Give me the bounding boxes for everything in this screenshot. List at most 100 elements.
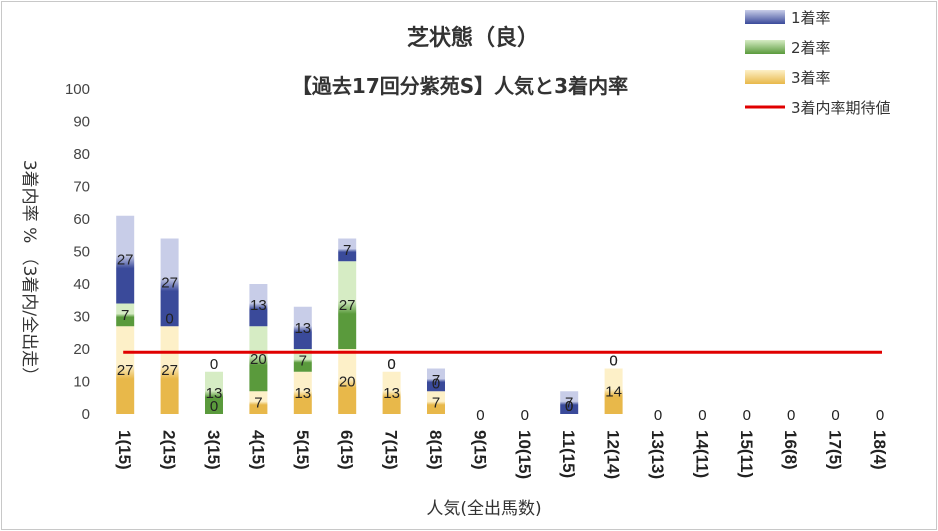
data-label: 13 (250, 297, 267, 314)
data-label: 7 (565, 395, 573, 412)
bar-segment (205, 371, 223, 414)
bar-segment (249, 326, 268, 392)
bar-segment (116, 303, 135, 327)
category-label: 16(8) (781, 430, 800, 470)
bar-segment (249, 391, 268, 414)
data-label: 13 (294, 385, 311, 402)
chart-subtitle: 【過去17回分紫苑S】人気と3着内率 (292, 74, 628, 98)
category-label: 15(11) (737, 430, 756, 478)
data-label: 0 (521, 407, 529, 424)
y-tick-label: 30 (73, 309, 90, 326)
bar-segment (293, 349, 312, 372)
data-label: 13 (206, 385, 223, 402)
category-label: 1(15) (115, 430, 134, 470)
bar-segment (293, 306, 312, 349)
category-label: 7(15) (382, 430, 401, 470)
data-label: 0 (654, 407, 662, 424)
bar-segment (160, 238, 179, 327)
category-label: 6(15) (337, 430, 356, 470)
bar-segment (604, 368, 623, 414)
bars (116, 215, 623, 414)
bar-segment (116, 326, 135, 414)
data-label: 7 (121, 307, 129, 324)
y-tick-label: 90 (73, 114, 90, 131)
data-label: 27 (117, 362, 134, 379)
data-label: 0 (565, 398, 573, 415)
bar-segment (293, 371, 312, 414)
y-tick-label: 80 (73, 146, 90, 163)
data-label: 0 (787, 407, 795, 424)
y-axis-label: 3着内率 % （3着内/全出走） (19, 160, 39, 384)
legend-label: 3着内率期待値 (791, 99, 891, 117)
data-label: 0 (565, 398, 573, 415)
bar-segment (338, 238, 357, 262)
data-label: 0 (432, 375, 440, 392)
data-label: 0 (210, 398, 218, 415)
bar-segment (116, 215, 135, 304)
y-tick-label: 0 (82, 406, 90, 423)
data-label: 27 (161, 274, 178, 291)
data-label: 20 (339, 374, 356, 391)
category-label: 4(15) (248, 430, 267, 470)
legend-label: 2着率 (791, 39, 831, 57)
bar-segment (338, 261, 357, 349)
category-label: 12(14) (604, 430, 623, 479)
category-label: 17(5) (826, 430, 845, 470)
data-label: 14 (605, 383, 622, 400)
data-label: 0 (387, 356, 395, 373)
data-label: 0 (210, 356, 218, 373)
category-label: 10(15) (515, 430, 534, 479)
data-label: 0 (743, 407, 751, 424)
data-label: 20 (250, 351, 267, 368)
category-label: 2(15) (160, 430, 179, 470)
data-label: 27 (339, 297, 356, 314)
category-label: 8(15) (426, 430, 445, 470)
y-tick-label: 20 (73, 341, 90, 358)
data-label: 13 (383, 385, 400, 402)
x-axis-categories: 1(15) 2(15) 3(15) 4(15) 5(15) 6(15) 7(15) 8(15)… (115, 430, 889, 479)
y-tick-label: 100 (65, 81, 90, 98)
legend-label: 3着率 (791, 69, 831, 87)
category-label: 11(15) (559, 430, 578, 478)
legend-label: 1着率 (791, 9, 831, 27)
bar-segment (160, 326, 179, 414)
data-label: 0 (831, 407, 839, 424)
y-tick-label: 40 (73, 276, 90, 293)
data-label: 27 (117, 252, 134, 269)
data-label: 13 (294, 320, 311, 337)
data-label: 7 (432, 372, 440, 389)
legend-swatch (745, 10, 785, 24)
data-label: 7 (432, 395, 440, 412)
category-label: 5(15) (293, 430, 312, 470)
bar-segment (249, 284, 268, 327)
bar-segment (560, 391, 579, 414)
legend-swatch (745, 70, 785, 84)
category-label: 9(15) (470, 430, 489, 470)
category-label: 14(11) (692, 430, 711, 478)
chart-title: 芝状態（良） (407, 25, 539, 51)
y-axis-ticks: 0 10 20 30 40 50 60 70 80 90 100 (65, 81, 90, 423)
y-tick-label: 70 (73, 179, 90, 196)
y-tick-label: 60 (73, 211, 90, 228)
data-label: 0 (387, 356, 395, 373)
category-label: 3(15) (204, 430, 223, 470)
bar-segment (382, 371, 401, 414)
x-axis-label: 人気(全出馬数) (426, 499, 541, 519)
bar-segment (427, 368, 445, 392)
data-label: 0 (609, 353, 617, 370)
legend-swatch (745, 40, 785, 54)
data-label: 0 (698, 407, 706, 424)
category-label: 13(13) (648, 430, 667, 479)
data-label: 0 (165, 310, 173, 327)
data-label: 0 (476, 407, 484, 424)
legend: 1着率 2着率 3着率 3着内率期待値 (745, 9, 891, 117)
data-label: 7 (254, 395, 262, 412)
data-label: 0 (876, 407, 884, 424)
bar-segment (427, 391, 445, 414)
data-label: 0 (609, 353, 617, 370)
data-label: 7 (299, 352, 307, 369)
data-label: 7 (343, 242, 351, 259)
